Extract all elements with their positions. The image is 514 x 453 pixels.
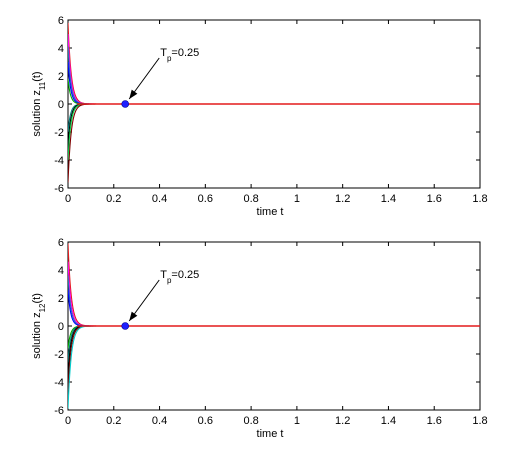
x-tick-label: 1.4 (381, 193, 396, 205)
y-axis-label-suffix: (t) (31, 293, 43, 303)
top-chart-panel: 0 0.2 0.4 0.6 0.8 1 1.2 1.4 1.6 1.8 -6 -4 -2 0 2 4 6 time… (31, 15, 488, 218)
annotation-arrow-head (129, 311, 138, 321)
annotation-label-subscript: p (167, 54, 172, 63)
y-tick-label: 6 (58, 237, 64, 249)
x-tick-label: 0.6 (198, 415, 213, 427)
bottom-chart-panel: 0 0.2 0.4 0.6 0.8 1 1.2 1.4 1.6 1.8 -6 -4 -2 0 2 4 6 time… (31, 237, 488, 440)
x-tick-label: 0.2 (106, 415, 121, 427)
series-line (68, 103, 480, 133)
x-tick-label: 1.4 (381, 415, 396, 427)
y-tick-label: 2 (58, 293, 64, 305)
x-tick-label: 1.2 (335, 193, 350, 205)
y-tick-label: 2 (58, 71, 64, 83)
y-tick-label: -6 (54, 183, 64, 195)
x-tick-label: 1 (294, 193, 300, 205)
x-tick-label: 1.6 (427, 415, 442, 427)
annotation-marker (121, 322, 130, 330)
series-line (68, 22, 480, 105)
series-group (68, 243, 480, 409)
y-axis-label-main: solution z (31, 90, 43, 136)
y-tick-label: 0 (58, 321, 64, 333)
series-line (68, 325, 480, 391)
y-tick-label: -6 (54, 405, 64, 417)
annotation-label-suffix: =0.25 (171, 269, 199, 281)
series-line (68, 261, 480, 327)
y-tick-label: 6 (58, 15, 64, 27)
x-tick-label: 0.4 (152, 415, 167, 427)
annotation-arrow-head (129, 89, 138, 99)
series-line (68, 325, 480, 349)
y-tick-label: -2 (54, 349, 64, 361)
x-tick-label: 0 (65, 415, 71, 427)
x-tick-label: 0.8 (243, 415, 258, 427)
y-axis-label: solution z11(t) (31, 71, 47, 136)
x-tick-label: 0.8 (243, 193, 258, 205)
annotation-label-main: T (160, 47, 167, 59)
x-tick-label: 1 (294, 415, 300, 427)
series-line (68, 33, 480, 105)
series-line (68, 243, 480, 327)
series-line (68, 103, 480, 183)
x-tick-label: 0.4 (152, 193, 167, 205)
x-tick-label: 0.2 (106, 193, 121, 205)
annotation-marker (121, 100, 130, 108)
series-line (68, 325, 480, 377)
series-line (68, 325, 480, 409)
annotation-label: Tp=0.25 (160, 269, 199, 285)
x-tick-label: 0 (65, 193, 71, 205)
y-tick-label: -2 (54, 127, 64, 139)
x-tick-label: 1.8 (472, 415, 487, 427)
x-tick-label: 1.8 (472, 193, 487, 205)
y-axis-label-subscript: 12 (38, 303, 47, 312)
x-axis-label: time t (257, 428, 284, 440)
x-tick-label: 1.2 (335, 415, 350, 427)
y-tick-label: -4 (54, 377, 64, 389)
series-line (68, 46, 480, 105)
y-axis-label-subscript: 11 (38, 81, 47, 90)
y-axis-label: solution z12(t) (31, 293, 47, 359)
series-group (68, 22, 480, 183)
series-line (68, 325, 480, 363)
series-line (68, 275, 480, 327)
annotation-label-suffix: =0.25 (171, 47, 199, 59)
series-line (68, 103, 480, 161)
y-axis-label-suffix: (t) (31, 71, 43, 81)
y-axis-label-main: solution z (31, 312, 43, 358)
x-tick-label: 0.6 (198, 193, 213, 205)
y-tick-label: 0 (58, 99, 64, 111)
series-line (68, 103, 480, 147)
annotation-label-main: T (160, 269, 167, 281)
annotation-label: Tp=0.25 (160, 47, 199, 63)
series-line (68, 78, 480, 105)
annotation-label-subscript: p (167, 276, 172, 285)
y-tick-label: -4 (54, 155, 64, 167)
x-tick-label: 1.6 (427, 193, 442, 205)
x-axis-label: time t (257, 206, 284, 218)
y-tick-label: 4 (58, 265, 64, 277)
y-tick-label: 4 (58, 43, 64, 55)
